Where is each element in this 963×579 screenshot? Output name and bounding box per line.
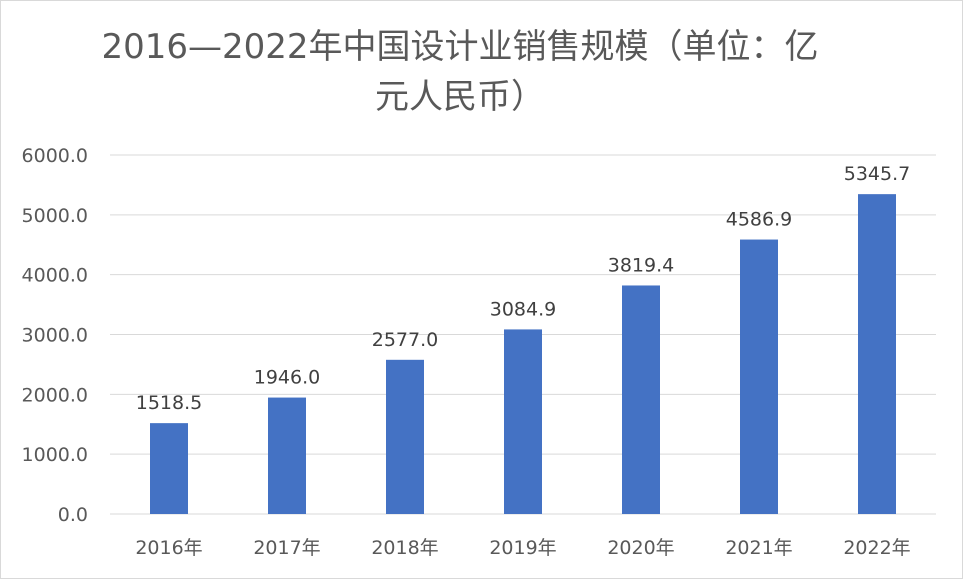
x-tick-label: 2021年	[725, 537, 792, 559]
y-axis-tick-labels: 0.0 1000.0 2000.0 3000.0 4000.0 5000.0 6000.0	[22, 145, 88, 526]
data-label: 2577.0	[372, 329, 438, 351]
data-label: 3819.4	[608, 254, 674, 276]
x-tick-label: 2020年	[607, 537, 674, 559]
data-label: 1946.0	[254, 367, 320, 389]
bars	[150, 194, 896, 514]
y-tick-label: 3000.0	[22, 325, 88, 347]
data-label: 1518.5	[136, 392, 202, 414]
data-labels: 1518.5 1946.0 2577.0 3084.9 3819.4 4586.9 5345…	[136, 163, 910, 414]
bar	[858, 194, 896, 514]
y-tick-label: 2000.0	[22, 384, 88, 406]
bar	[622, 285, 660, 514]
bar	[386, 359, 424, 514]
chart-title-line-2: 元人民币）	[375, 77, 545, 117]
data-label: 5345.7	[844, 163, 910, 185]
bar	[740, 239, 778, 514]
x-tick-label: 2018年	[371, 537, 438, 559]
x-axis-tick-labels: 2016年 2017年 2018年 2019年 2020年 2021年 2022年	[135, 537, 910, 559]
y-tick-label: 1000.0	[22, 444, 88, 466]
bar	[150, 423, 188, 514]
x-tick-label: 2019年	[489, 537, 556, 559]
data-label: 3084.9	[490, 298, 556, 320]
data-label: 4586.9	[726, 209, 792, 231]
x-tick-label: 2016年	[135, 537, 202, 559]
y-tick-label: 4000.0	[22, 265, 88, 287]
y-tick-label: 0.0	[58, 504, 88, 526]
x-tick-label: 2022年	[843, 537, 910, 559]
y-tick-label: 6000.0	[22, 145, 88, 167]
bar	[268, 397, 306, 514]
chart-title: 2016—2022年中国设计业销售规模（单位：亿 元人民币）	[60, 22, 860, 122]
chart-title-line-1: 2016—2022年中国设计业销售规模（单位：亿	[101, 27, 819, 67]
x-tick-label: 2017年	[253, 537, 320, 559]
bar	[504, 329, 542, 514]
y-tick-label: 5000.0	[22, 205, 88, 227]
